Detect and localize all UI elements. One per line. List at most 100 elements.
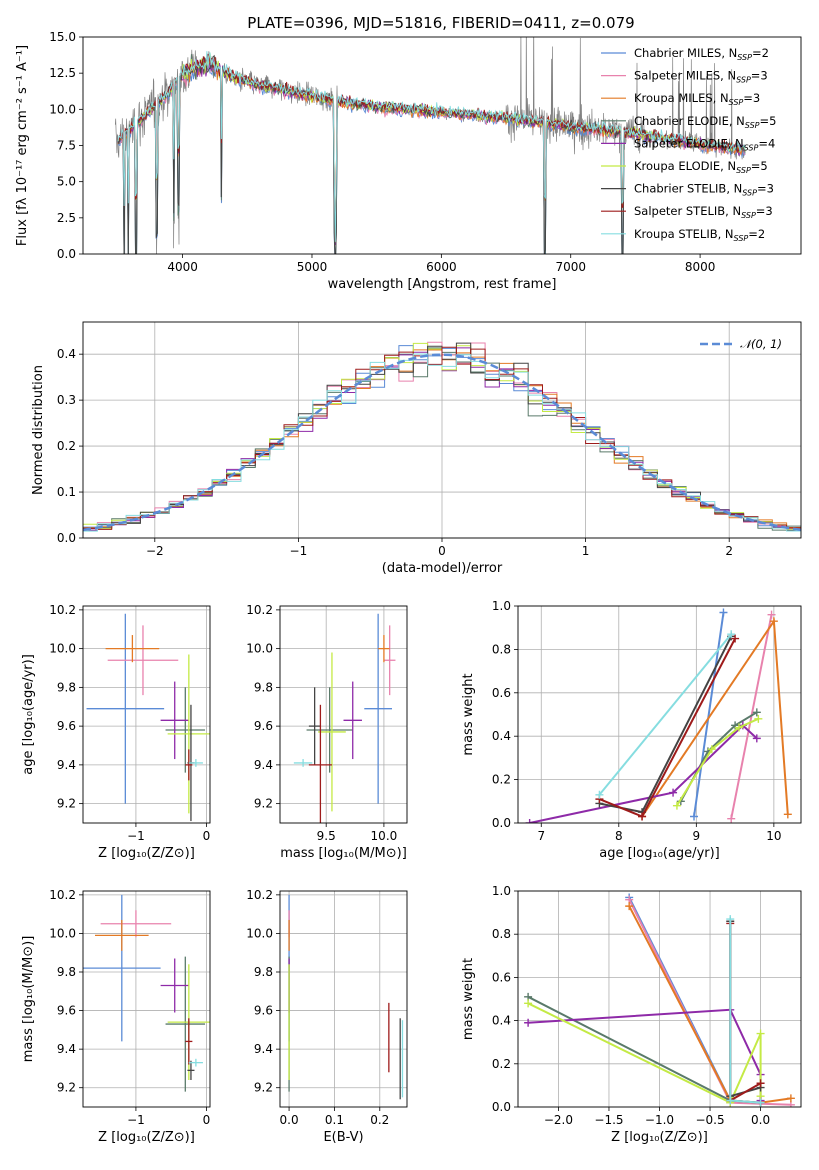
legend-label-sub: SSP [742,189,757,198]
residuals-normal-curve [83,353,801,532]
weight_vs_age-marker [752,708,761,717]
legend-label: Kroupa MILES, NSSP=3 [634,91,760,107]
legend-label: Salpeter STELIB, NSSP=3 [634,204,773,220]
weight_vs_age-series [595,630,736,799]
age_vs_mass-errorbar-point [383,625,396,696]
weight_vs_age-line [598,633,732,796]
weight_vs_age-ytick-label: 0.0 [492,816,511,830]
spectrum-ytick-label: 15.0 [49,30,76,44]
weight_vs_Z-line [527,1002,762,1105]
mass_vs_ebv-xtick-label: 0.1 [325,1113,344,1127]
weight_vs_age-xtick-label: 8 [615,829,623,843]
mass_vs_ebv-xtick-label: 0.0 [280,1113,299,1127]
spectrum-frame [82,36,802,255]
weight_vs_age-xlabel: age [log₁₀(age/yr)] [599,846,720,861]
legend-label-sub: SSP [741,211,756,220]
weight_vs_age-marker [707,745,716,754]
weight_vs_age-marker [734,723,743,732]
weight_vs_age-ylabel: mass weight [461,673,476,755]
spectrum-xtick-label: 4000 [167,260,198,274]
weight_vs_age-marker [752,734,761,743]
weight_vs_Z-marker [726,1096,735,1105]
legend-label-sub: SSP [745,121,760,130]
age_vs_Z-errorbar-point [86,613,165,804]
age_vs_mass-ytick-label: 9.6 [254,719,273,733]
spectrum-model-line [117,51,746,242]
weight_vs_age-marker [525,819,534,823]
legend-label: Chabrier MILES, NSSP=2 [634,46,769,62]
weight_vs_Z-marker [625,902,634,911]
weight_vs_age-marker [690,812,699,821]
age_vs_mass-errorbar-point [343,681,362,760]
age_vs_mass-ytick-label: 9.8 [254,680,273,694]
residuals-ytick-label: 0.4 [57,347,76,361]
weight_vs_Z-marker [756,1098,765,1107]
weight_vs_Z-marker [524,1018,533,1027]
age_vs_mass-errorbar-point [308,704,332,823]
spectrum-xtick-label: 8000 [685,260,716,274]
mass_vs_Z-errorbar-point [83,894,161,1042]
weight_vs_age-marker [595,790,604,799]
weight_vs_Z-marker [756,1029,765,1038]
legend-label-sub: SSP [744,143,759,152]
age_vs_mass-ytick-label: 9.4 [254,758,273,772]
legend-label-main: Kroupa MILES, N [634,91,729,105]
mass_vs_Z-ytick-label: 9.8 [57,965,76,979]
mass_vs_Z-frame [82,890,211,1108]
legend-label-sub: SSP [737,53,752,62]
age_vs_Z-ytick-label: 9.8 [57,680,76,694]
weight_vs_age-marker [727,814,736,823]
mass_vs_ebv-ytick-label: 10.0 [246,926,273,940]
weight_vs_age-series [595,634,740,821]
legend-label-post: =3 [751,69,768,83]
weight_vs_age-xtick-label: 10 [766,829,781,843]
weight_vs_age-marker [672,801,681,810]
spectrum-ytick-label: 10.0 [49,102,76,116]
spectrum-title: PLATE=0396, MJD=51816, FIBERID=0411, z=0… [247,14,634,32]
weight_vs_Z-xlabel: Z [log₁₀(Z/Z⊙)] [611,1130,708,1145]
mass_vs_Z-ytick-label: 9.2 [57,1081,76,1095]
weight_vs_age-marker [767,610,776,619]
mass_vs_ebv-frame [279,890,408,1108]
weight_vs_age-frame [517,605,802,824]
residuals-ytick-label: 0.0 [57,531,76,545]
residuals-frame [82,321,802,539]
residuals-ytick-label: 0.2 [57,439,76,453]
weight_vs_Z-marker [756,1079,765,1088]
age_vs_mass-ytick-label: 10.2 [246,603,273,617]
weight_vs_age-ytick-label: 0.4 [492,729,511,743]
weight_vs_Z-ytick-label: 0.0 [492,1100,511,1114]
mass_vs_Z-xlabel: Z [log₁₀(Z/Z⊙)] [98,1130,195,1145]
legend-label-post: =5 [760,114,777,128]
spectrum-model-line [117,58,746,245]
legend-label-post: =2 [752,46,769,60]
residuals-xtick-label: 0 [438,544,446,558]
mass_vs_Z-errorbar-point [165,956,206,1092]
mass_vs_Z-ytick-label: 9.6 [57,1004,76,1018]
weight_vs_Z-marker [726,915,735,924]
weight_vs_Z-frame [517,890,802,1108]
age_vs_mass-errorbar-point [308,687,321,765]
age_vs_Z-frame [82,605,211,824]
residuals-ytick-label: 0.1 [57,485,76,499]
age_vs_mass-errorbar-point [364,613,392,804]
legend-label-post: =5 [751,159,768,173]
age_vs_Z-errorbar-point [165,687,206,773]
age_vs_Z-xtick-label: −1 [127,829,145,843]
residuals-plot [83,341,801,535]
legend-label-post: =4 [758,136,775,150]
mass_vs_Z-ylabel: mass [log₁₀(M/M⊙)] [21,936,36,1063]
mass_vs_ebv-ytick-label: 9.6 [254,1004,273,1018]
residuals-xtick-label: 1 [582,544,590,558]
weight_vs_Z-xtick-label: −1.5 [594,1113,623,1127]
mass_vs_ebv-ytick-label: 9.8 [254,965,273,979]
residuals-xtick-label: −1 [290,544,308,558]
weight_vs_Z-series [726,915,765,1107]
age_vs_Z-xtick-label: 0 [203,829,211,843]
legend-label-main: Chabrier STELIB, N [634,182,742,196]
age_vs_mass-errorbar-point [378,635,390,663]
age_vs_Z-plot [86,613,210,822]
legend-label-post: =3 [743,91,760,105]
weight_vs_Z-xtick-label: 0.0 [751,1113,770,1127]
legend-label-main: Chabrier MILES, N [634,46,737,60]
